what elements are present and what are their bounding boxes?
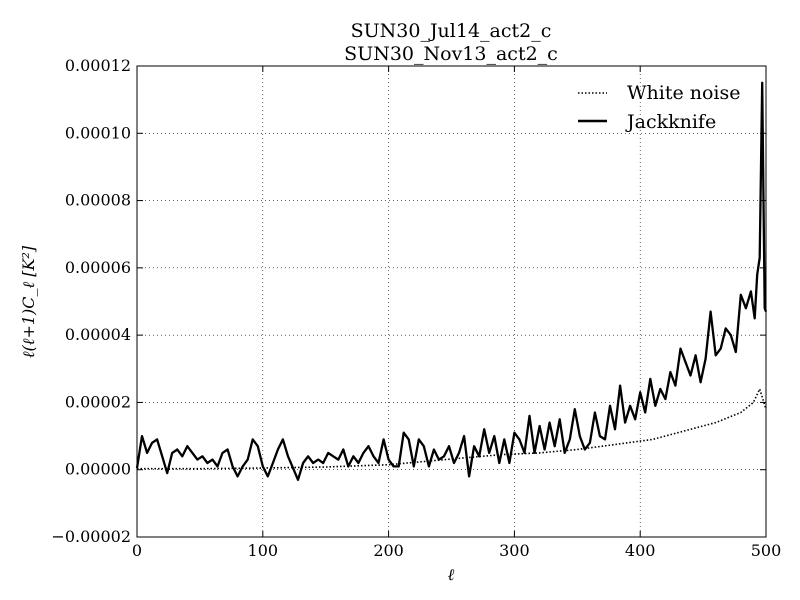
x-axis-label: ℓ xyxy=(448,565,455,584)
series-line-jackknife xyxy=(135,81,768,481)
y-axis-ticks: −0.00002 0.00000 0.00002 0.00004 0.00006 0.00… xyxy=(51,56,766,546)
y-tick-label: 0.00008 xyxy=(65,191,131,210)
x-tick-label: 500 xyxy=(751,541,782,560)
plot-area-frame xyxy=(136,65,767,538)
legend-jackknife-label: Jackknife xyxy=(625,111,716,133)
x-tick-label: 0 xyxy=(132,541,142,560)
y-tick-label: 0.00000 xyxy=(65,460,131,479)
legend: White noise Jackknife xyxy=(578,82,741,133)
x-tick-label: 100 xyxy=(248,541,279,560)
y-tick-label: 0.00002 xyxy=(65,392,131,411)
series-layer xyxy=(135,81,768,481)
y-axis-label: ℓ(ℓ+1)C_ℓ [K²] xyxy=(19,245,38,358)
y-tick-label: 0.00012 xyxy=(65,56,131,75)
y-tick-label: −0.00002 xyxy=(51,527,131,546)
chart-title-line1: SUN30_Jul14_act2_c xyxy=(351,20,552,42)
x-tick-label: 300 xyxy=(499,541,530,560)
y-tick-label: 0.00006 xyxy=(65,258,131,277)
x-axis-ticks: 0 100 200 300 400 500 xyxy=(132,66,781,560)
x-tick-label: 200 xyxy=(373,541,404,560)
x-tick-label: 400 xyxy=(625,541,656,560)
y-tick-label: 0.00004 xyxy=(65,325,131,344)
legend-white-noise-label: White noise xyxy=(627,82,741,104)
y-tick-label: 0.00010 xyxy=(65,123,131,142)
chart-title-line2: SUN30_Nov13_act2_c xyxy=(344,43,558,65)
